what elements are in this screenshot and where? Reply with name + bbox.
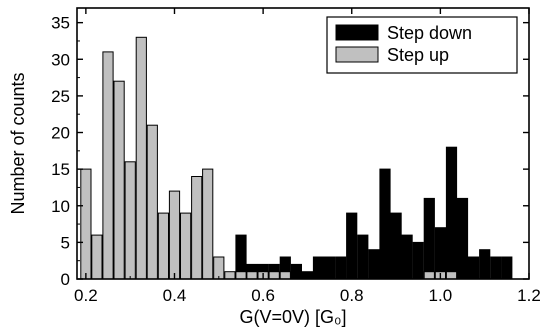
x-tick-label: 0.6	[251, 286, 275, 305]
bar-step-down	[479, 249, 491, 280]
bar-step-up	[102, 51, 114, 280]
bar-step-up	[213, 256, 225, 280]
x-tick-label: 1.2	[517, 286, 540, 305]
x-tick-label: 1.0	[429, 286, 453, 305]
y-tick-label: 15	[51, 160, 70, 179]
bar-step-up	[235, 271, 247, 280]
y-tick-label: 20	[51, 124, 70, 143]
bar-step-down	[501, 256, 513, 280]
legend: Step down Step up	[326, 16, 518, 74]
bar-step-down	[357, 234, 369, 280]
bar-step-up	[445, 271, 458, 280]
bar-step-up	[279, 271, 291, 280]
bar-step-up	[157, 212, 170, 280]
y-tick-label: 5	[61, 233, 70, 252]
bar-step-up	[224, 271, 236, 280]
x-tick-label: 0.4	[163, 286, 187, 305]
bar-step-down	[445, 146, 458, 280]
bar-step-down	[346, 212, 358, 280]
bar-step-up	[124, 161, 136, 280]
y-tick-label: 10	[51, 197, 70, 216]
bar-step-up	[80, 168, 92, 280]
x-axis-title: G(V=0V) [G₀]	[240, 307, 347, 327]
bar-step-up	[180, 212, 192, 280]
bar-step-up	[135, 36, 147, 280]
bars-layer	[80, 36, 513, 280]
bar-step-down	[390, 212, 402, 280]
legend-swatch-step-down	[335, 24, 379, 41]
bar-step-up	[423, 271, 435, 280]
bar-step-down	[423, 197, 435, 280]
bar-step-down	[490, 256, 502, 280]
y-axis-title: Number of counts	[8, 72, 28, 214]
y-tick-label: 35	[51, 14, 70, 33]
bar-step-down	[456, 197, 469, 280]
bar-step-up	[91, 234, 103, 280]
bar-step-up	[246, 271, 258, 280]
legend-label-step-up: Step up	[387, 45, 449, 65]
bar-step-down	[379, 168, 391, 280]
bar-step-down	[335, 256, 347, 280]
bar-step-up	[268, 271, 280, 280]
bar-step-up	[146, 124, 158, 280]
bar-step-down	[401, 234, 413, 280]
bar-step-down	[324, 256, 336, 280]
bar-step-down	[468, 256, 480, 280]
bar-step-up	[191, 176, 203, 280]
y-tick-label: 0	[61, 270, 70, 289]
y-tick-label: 30	[51, 50, 70, 69]
bar-step-down	[412, 241, 424, 280]
bar-step-up	[113, 80, 125, 280]
bar-step-up	[202, 168, 214, 280]
y-tick-label: 25	[51, 87, 70, 106]
plot-frame	[76, 7, 530, 280]
x-tick-label: 0.8	[340, 286, 364, 305]
bar-step-up	[168, 190, 181, 280]
legend-swatch-step-up	[335, 46, 379, 63]
x-tick-label: 0.2	[74, 286, 98, 305]
bar-step-down	[368, 249, 380, 280]
axes-layer: 0.2 0.4 0.6 0.8 1.0 1.2 0 5 10 15 20 25 30 35	[51, 8, 540, 305]
legend-label-step-down: Step down	[387, 23, 472, 43]
bar-step-down	[312, 256, 325, 280]
bar-step-down	[290, 263, 302, 280]
